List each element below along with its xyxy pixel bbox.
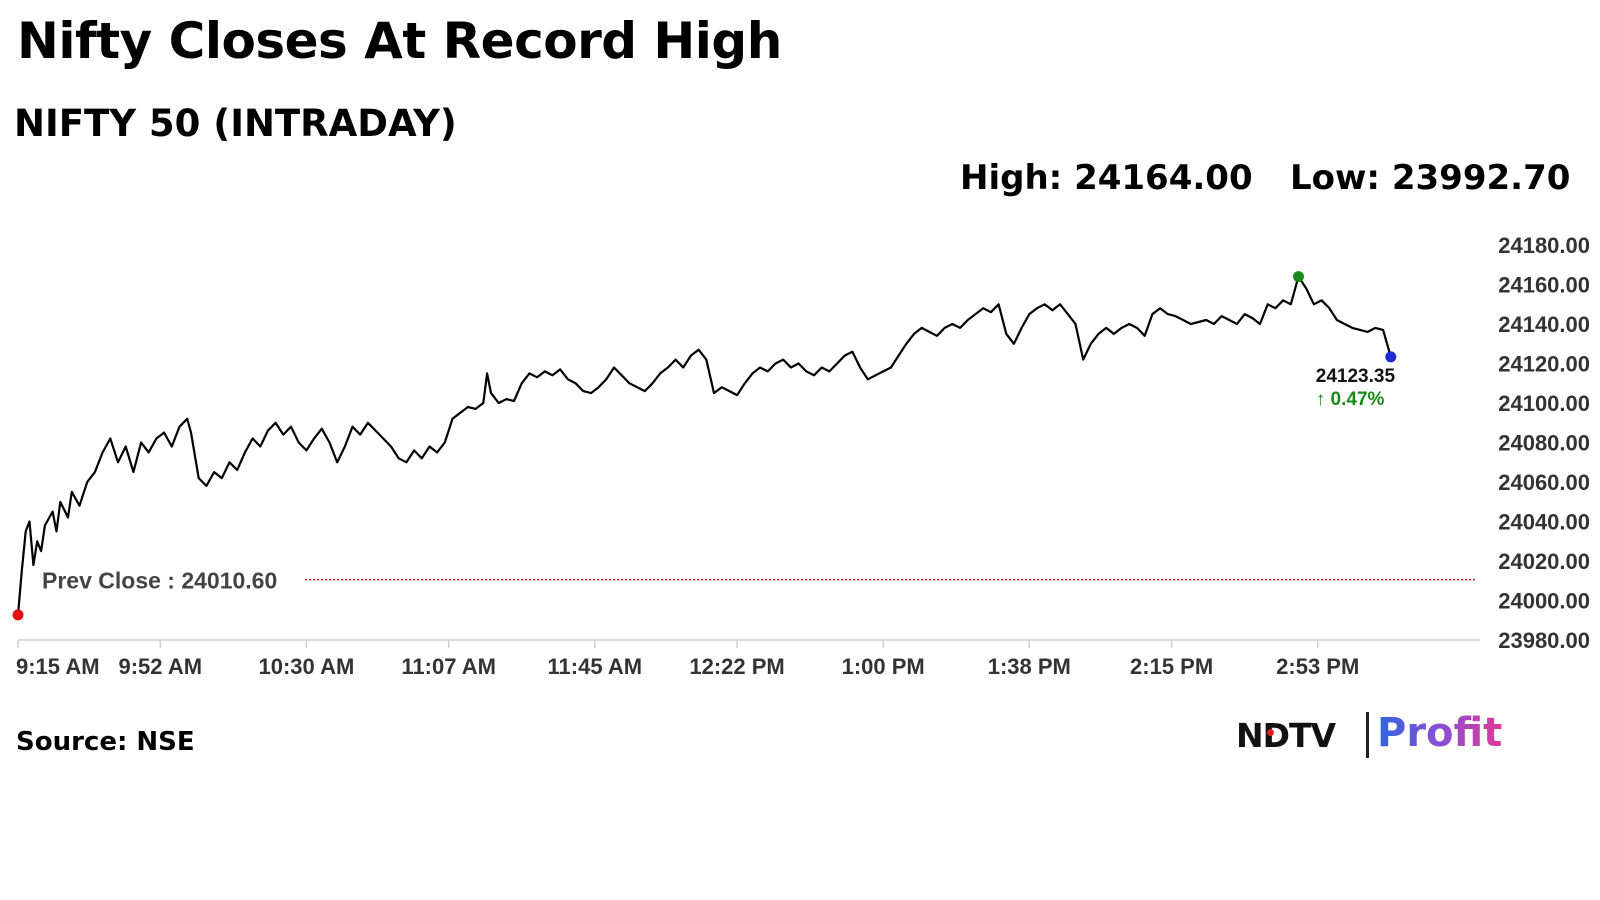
day-low-label: Low: 23992.70 <box>1290 158 1571 198</box>
x-tick-label: 2:53 PM <box>1276 654 1359 679</box>
y-tick-label: 23980.00 <box>1498 628 1590 653</box>
y-tick-label: 24020.00 <box>1498 549 1590 574</box>
y-tick-label: 24000.00 <box>1498 589 1590 614</box>
logo-profit-text: Profit <box>1377 710 1503 756</box>
y-tick-label: 24140.00 <box>1498 312 1590 337</box>
y-tick-label: 24160.00 <box>1498 273 1590 298</box>
x-tick-label: 2:15 PM <box>1130 654 1213 679</box>
y-axis-ticks: 24180.00 24160.00 24140.00 24120.00 24100.00… <box>1498 233 1590 653</box>
x-tick-label: 10:30 AM <box>259 654 355 679</box>
chart-title: Nifty Closes At Record High <box>17 12 782 70</box>
high-point-marker <box>1292 271 1304 283</box>
y-tick-label: 24100.00 <box>1498 391 1590 416</box>
prev-close-label: Prev Close : 24010.60 <box>42 568 277 594</box>
chart-subtitle: NIFTY 50 (INTRADAY) <box>14 102 457 145</box>
y-tick-label: 24060.00 <box>1498 470 1590 495</box>
x-tick-label: 11:45 AM <box>548 654 643 679</box>
day-high-label: High: 24164.00 <box>960 158 1253 198</box>
x-tick-label: 9:15 AM <box>16 654 100 679</box>
x-tick-label: 1:00 PM <box>842 654 925 679</box>
y-tick-label: 24080.00 <box>1498 431 1590 456</box>
series-line-nifty <box>16 275 1392 615</box>
change-percent-label: ↑ 0.47% <box>1316 389 1385 410</box>
last-value-label: 24123.35 <box>1316 366 1396 387</box>
last-point-marker <box>1385 351 1397 363</box>
intraday-line-chart: 9:15 AM 9:52 AM 10:30 AM 11:07 AM 11:45 AM 12… <box>12 233 1590 679</box>
y-tick-label: 24120.00 <box>1498 352 1590 377</box>
x-tick-label: 11:07 AM <box>401 654 496 679</box>
x-axis-ticks: 9:15 AM 9:52 AM 10:30 AM 11:07 AM 11:45 AM 12… <box>16 640 1359 679</box>
y-tick-label: 24040.00 <box>1498 510 1590 535</box>
x-tick-label: 9:52 AM <box>119 654 203 679</box>
logo-divider <box>1366 712 1369 758</box>
x-tick-label: 12:22 PM <box>689 654 784 679</box>
y-tick-label: 24180.00 <box>1498 233 1590 258</box>
low-point-marker <box>12 609 24 621</box>
source-note: Source: NSE <box>16 727 195 757</box>
x-tick-label: 1:38 PM <box>988 654 1071 679</box>
logo-dot-icon <box>1267 729 1274 736</box>
logo-ndtv-text: NDTV <box>1236 716 1336 755</box>
